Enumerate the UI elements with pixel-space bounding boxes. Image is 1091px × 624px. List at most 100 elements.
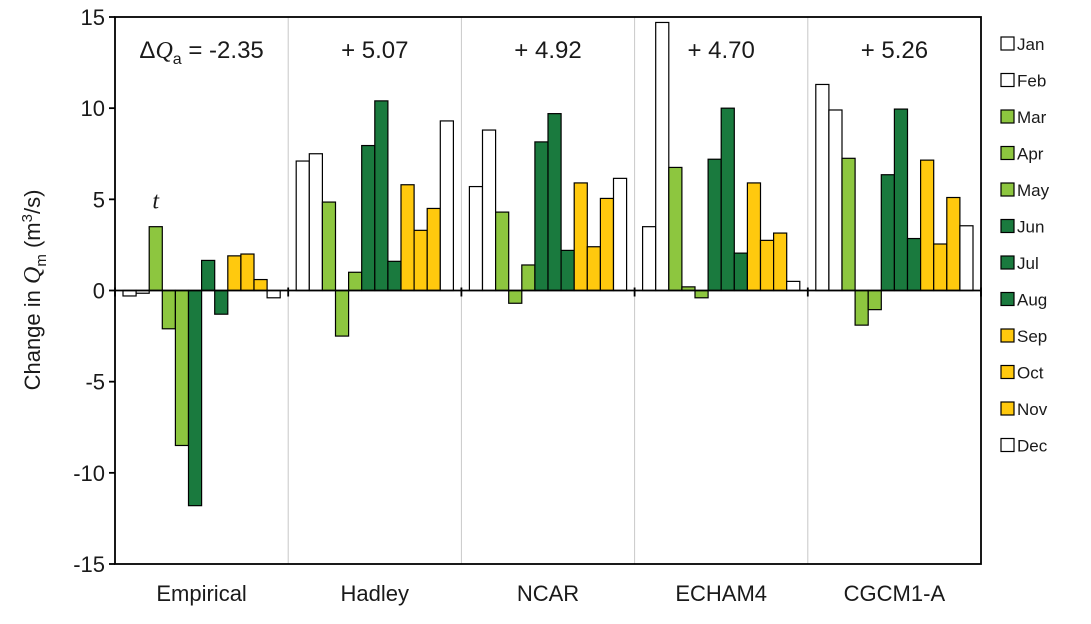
y-tick-label: 10 — [81, 96, 105, 121]
bar-dec-hadley — [439, 120, 454, 292]
legend-swatch-oct — [1000, 364, 1015, 380]
bar-jul-echam4 — [720, 107, 735, 292]
marker-label-t: t — [152, 189, 160, 215]
bar-sep-empirical — [227, 255, 242, 292]
bar-apr-hadley — [334, 289, 350, 337]
bar-dec-empirical — [266, 289, 281, 299]
bar-aug-cgcm1-a — [906, 237, 922, 292]
x-category-label: Empirical — [156, 581, 246, 606]
legend-label-mar: Mar — [1017, 108, 1047, 127]
bar-jul-hadley — [374, 100, 389, 292]
group-annotations: ΔQa = -2.35 + 5.07 + 4.92 + 4.70 + 5.26 t — [139, 37, 928, 215]
x-category-label: NCAR — [517, 581, 579, 606]
bar-may-cgcm1-a — [867, 289, 882, 311]
bar-feb-ncar — [481, 129, 497, 292]
bar-mar-ncar — [495, 211, 510, 292]
legend-label-aug: Aug — [1017, 291, 1047, 310]
annotation-delta-q: ΔQa = -2.35 — [139, 37, 263, 68]
bar-sep-echam4 — [746, 182, 762, 292]
x-axis-labels: Empirical Hadley NCAR ECHAM4 CGCM1-A — [156, 581, 945, 606]
legend-label-jul: Jul — [1017, 254, 1039, 273]
bar-mar-echam4 — [668, 166, 683, 292]
bar-dec-ncar — [612, 177, 628, 292]
y-tick-label: -15 — [73, 552, 105, 577]
legend-label-may: May — [1017, 181, 1050, 200]
bar-oct-echam4 — [759, 239, 775, 292]
x-category-label: Hadley — [341, 581, 409, 606]
bar-apr-empirical — [161, 289, 177, 330]
bar-apr-cgcm1-a — [854, 289, 869, 326]
bar-oct-ncar — [586, 246, 601, 292]
legend-swatch-apr — [1000, 145, 1015, 161]
annotation-delta-q: + 4.70 — [687, 37, 754, 64]
bar-jan-cgcm1-a — [815, 83, 830, 292]
bar-jan-ncar — [468, 185, 484, 292]
bar-apr-ncar — [508, 289, 523, 304]
bar-oct-empirical — [240, 253, 255, 292]
legend-label-sep: Sep — [1017, 327, 1047, 346]
bar-dec-echam4 — [786, 280, 801, 292]
bar-mar-empirical — [148, 226, 163, 292]
legend-label-jan: Jan — [1017, 35, 1044, 54]
legend-swatch-jan — [1000, 36, 1015, 51]
bar-mar-hadley — [321, 201, 337, 292]
legend-label-nov: Nov — [1017, 400, 1048, 419]
bar-sep-hadley — [400, 184, 415, 292]
bar-aug-empirical — [214, 289, 229, 315]
legend-label-oct: Oct — [1017, 364, 1044, 383]
bar-nov-empirical — [253, 278, 268, 292]
legend-swatch-nov — [1000, 401, 1015, 416]
y-tick-label: 0 — [93, 279, 105, 304]
y-axis-label: Change in Qm (m3/s) — [19, 190, 50, 391]
bar-jun-cgcm1-a — [880, 174, 895, 292]
legend-swatch-dec — [1000, 437, 1015, 453]
bar-aug-echam4 — [733, 252, 748, 292]
legend-label-apr: Apr — [1017, 145, 1044, 164]
y-tick-label: -10 — [73, 461, 105, 486]
bar-nov-ncar — [599, 197, 615, 292]
x-category-label: ECHAM4 — [675, 581, 767, 606]
legend-swatch-jul — [1000, 255, 1015, 270]
bar-jun-echam4 — [707, 158, 722, 292]
legend-swatch-sep — [1000, 328, 1015, 343]
bar-mar-cgcm1-a — [841, 157, 856, 292]
bar-jan-hadley — [295, 160, 310, 292]
bar-dec-cgcm1-a — [959, 225, 974, 292]
y-tick-label: -5 — [85, 370, 105, 395]
bar-may-echam4 — [694, 289, 709, 299]
bar-oct-cgcm1-a — [933, 243, 948, 292]
bar-jul-ncar — [547, 113, 562, 292]
legend-label-jun: Jun — [1017, 218, 1044, 237]
bar-sep-ncar — [573, 182, 588, 292]
annotation-delta-q: + 4.92 — [514, 37, 581, 64]
legend-label-feb: Feb — [1017, 72, 1046, 91]
bar-may-ncar — [521, 264, 536, 292]
bar-oct-hadley — [413, 229, 428, 292]
legend-swatch-aug — [1000, 291, 1015, 307]
bar-aug-ncar — [560, 249, 575, 292]
annotation-delta-q: + 5.26 — [861, 37, 928, 64]
legend-swatch-feb — [1000, 72, 1015, 88]
bar-feb-hadley — [308, 153, 323, 292]
bar-jun-ncar — [534, 141, 549, 292]
bar-jul-empirical — [201, 259, 216, 292]
legend: Jan Feb Mar Apr May Jun Jul Aug Sep Oct Nov Dec — [1000, 35, 1050, 456]
bar-jun-empirical — [187, 289, 203, 507]
bar-jan-echam4 — [641, 226, 657, 292]
legend-swatch-jun — [1000, 218, 1015, 234]
y-tick-label: 5 — [93, 187, 105, 212]
bars — [122, 21, 974, 507]
bar-feb-cgcm1-a — [828, 109, 843, 292]
legend-swatch-mar — [1000, 109, 1015, 124]
bar-nov-cgcm1-a — [946, 196, 961, 292]
bar-may-empirical — [174, 289, 190, 447]
bar-aug-hadley — [387, 260, 402, 292]
bar-nov-echam4 — [772, 232, 788, 292]
bar-jun-hadley — [361, 144, 376, 292]
annotation-delta-q: + 5.07 — [341, 37, 408, 64]
y-tick-label: 15 — [81, 5, 105, 30]
legend-label-dec: Dec — [1017, 437, 1048, 456]
bar-jul-cgcm1-a — [893, 108, 909, 292]
y-axis-ticks: -15 -10 -5 0 5 10 15 — [73, 5, 115, 577]
